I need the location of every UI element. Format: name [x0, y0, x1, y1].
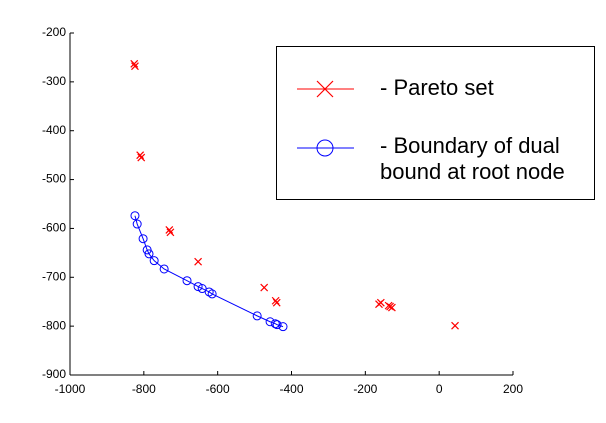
- point: [130, 59, 139, 68]
- point: [207, 289, 217, 299]
- point: [193, 282, 203, 292]
- x-tick-label: -600: [206, 382, 230, 396]
- point: [204, 287, 214, 297]
- legend-marker: [316, 139, 334, 157]
- point: [166, 228, 175, 237]
- y-tick-label: -300: [42, 74, 66, 88]
- point: [165, 225, 174, 234]
- x-tick-label: -400: [279, 382, 303, 396]
- legend: - Pareto set - Boundary of dual bound at…: [276, 46, 595, 200]
- point: [387, 303, 396, 312]
- x-tick-label: -200: [353, 382, 377, 396]
- x-tick-label: 0: [436, 382, 443, 396]
- x-tick-label: 200: [503, 382, 523, 396]
- point: [451, 321, 459, 330]
- point: [137, 153, 146, 162]
- point: [149, 256, 159, 266]
- legend-markers: [297, 80, 354, 157]
- y-tick-label: -700: [42, 269, 66, 283]
- point: [132, 219, 142, 229]
- point: [131, 62, 139, 71]
- point: [386, 302, 394, 311]
- point: [194, 257, 203, 266]
- point: [272, 298, 281, 307]
- y-tick-label: -600: [42, 221, 66, 235]
- x-tick-label: -1000: [55, 382, 86, 396]
- y-tick-label: -400: [42, 123, 66, 137]
- x-tick-label: -800: [132, 382, 156, 396]
- y-tick-label: -200: [42, 25, 66, 39]
- point: [270, 319, 280, 329]
- point: [130, 211, 140, 221]
- legend-label: - Pareto set: [380, 75, 494, 100]
- point: [197, 284, 207, 294]
- y-tick-label: -500: [42, 172, 66, 186]
- point: [182, 276, 192, 286]
- point: [376, 298, 385, 307]
- point: [278, 322, 288, 332]
- point: [260, 283, 269, 292]
- y-tick-label: -800: [42, 318, 66, 332]
- point: [272, 320, 282, 330]
- y-tick-label: -900: [42, 367, 66, 381]
- point: [136, 151, 145, 160]
- legend-label: - Boundary of dual bound at root node: [380, 133, 565, 184]
- point: [144, 249, 154, 259]
- point: [159, 264, 169, 274]
- point: [252, 311, 262, 321]
- series-line: [134, 215, 284, 328]
- point: [138, 234, 148, 244]
- legend-marker: [316, 80, 334, 98]
